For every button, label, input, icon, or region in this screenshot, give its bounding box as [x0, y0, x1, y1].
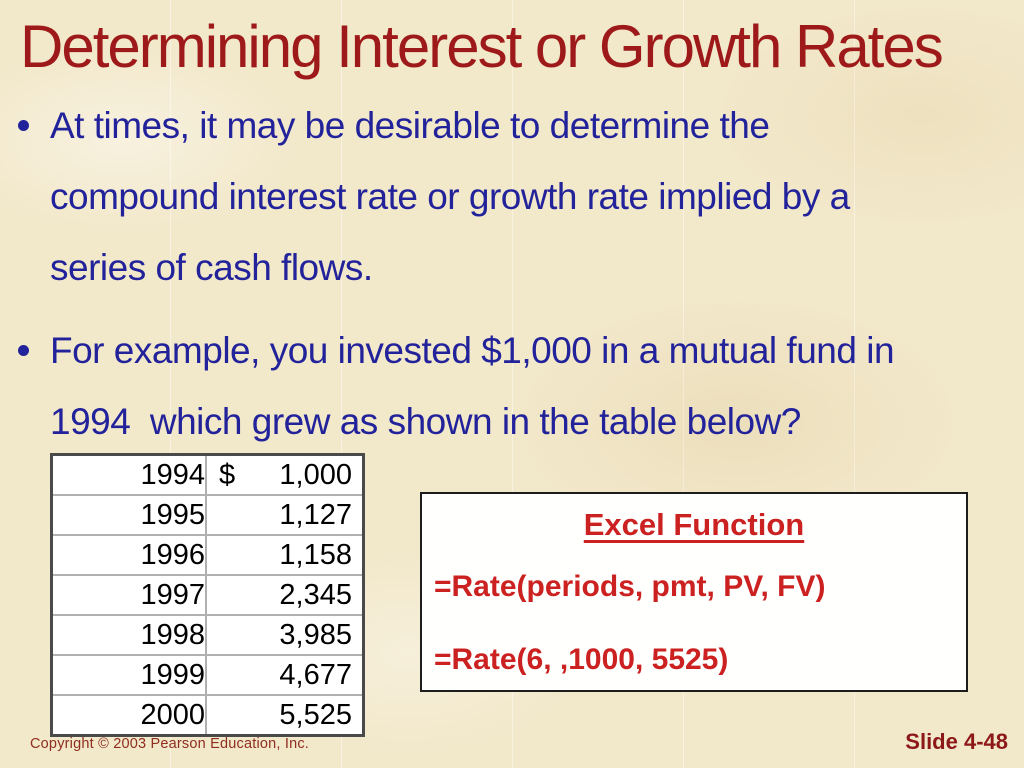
value-cell: $ 1,000 [205, 453, 365, 496]
bullet-line: 1994 which grew as shown in the table be… [50, 401, 801, 442]
growth-table-body: 1994 $ 1,000 1995 1,127 199 [50, 453, 365, 737]
bullet-text-2: For example, you invested $1,000 in a mu… [50, 315, 895, 457]
value-cell: 1,127 [205, 494, 365, 536]
table-row: 1995 1,127 [50, 494, 365, 536]
amount-value: 1,000 [279, 458, 352, 491]
value-cell: 5,525 [205, 694, 365, 737]
table-row: 1999 4,677 [50, 654, 365, 696]
year-cell: 2000 [50, 694, 207, 737]
bullet-line: At times, it may be desirable to determi… [50, 105, 770, 146]
bullet-dot-icon [18, 120, 29, 131]
bullet-item-2: For example, you invested $1,000 in a mu… [18, 315, 1010, 457]
copyright-text: Copyright © 2003 Pearson Education, Inc. [30, 736, 310, 752]
bullet-item-1: At times, it may be desirable to determi… [18, 90, 1010, 303]
value-cell: 3,985 [205, 614, 365, 656]
value-cell: 1,158 [205, 534, 365, 576]
excel-formula-syntax: =Rate(periods, pmt, PV, FV) [434, 570, 826, 603]
slide-title: Determining Interest or Growth Rates [20, 13, 944, 80]
table-row: 1996 1,158 [50, 534, 365, 576]
year-cell: 1998 [50, 614, 207, 656]
year-cell: 1999 [50, 654, 207, 696]
year-cell: 1997 [50, 574, 207, 616]
growth-table: 1994 $ 1,000 1995 1,127 199 [50, 453, 365, 737]
amount-value: 1,158 [279, 538, 352, 571]
amount-value: 3,985 [279, 618, 352, 651]
excel-box-heading: Excel Function [583, 507, 805, 542]
amount-value: 1,127 [279, 498, 352, 531]
bullet-dot-icon [18, 345, 29, 356]
amount-value: 2,345 [279, 578, 352, 611]
slide-number: Slide 4-48 [905, 729, 1008, 754]
table-row: 1997 2,345 [50, 574, 365, 616]
value-cell: 4,677 [205, 654, 365, 696]
year-cell: 1994 [50, 453, 207, 496]
excel-function-box: Excel Function =Rate(periods, pmt, PV, F… [420, 492, 968, 692]
bullet-line: compound interest rate or growth rate im… [50, 176, 850, 217]
bullet-text-1: At times, it may be desirable to determi… [50, 90, 850, 303]
value-cell: 2,345 [205, 574, 365, 616]
year-cell: 1996 [50, 534, 207, 576]
bullet-line: series of cash flows. [50, 247, 373, 288]
table-row: 2000 5,525 [50, 694, 365, 737]
bullet-line: For example, you invested $1,000 in a mu… [50, 330, 895, 371]
currency-symbol: $ [219, 458, 236, 491]
bullet-list: At times, it may be desirable to determi… [18, 90, 1010, 457]
amount-value: 4,677 [279, 658, 352, 691]
excel-formula-example: =Rate(6, ,1000, 5525) [434, 643, 729, 676]
year-cell: 1995 [50, 494, 207, 536]
table-row: 1998 3,985 [50, 614, 365, 656]
amount-value: 5,525 [279, 698, 352, 731]
table-row: 1994 $ 1,000 [50, 453, 365, 496]
